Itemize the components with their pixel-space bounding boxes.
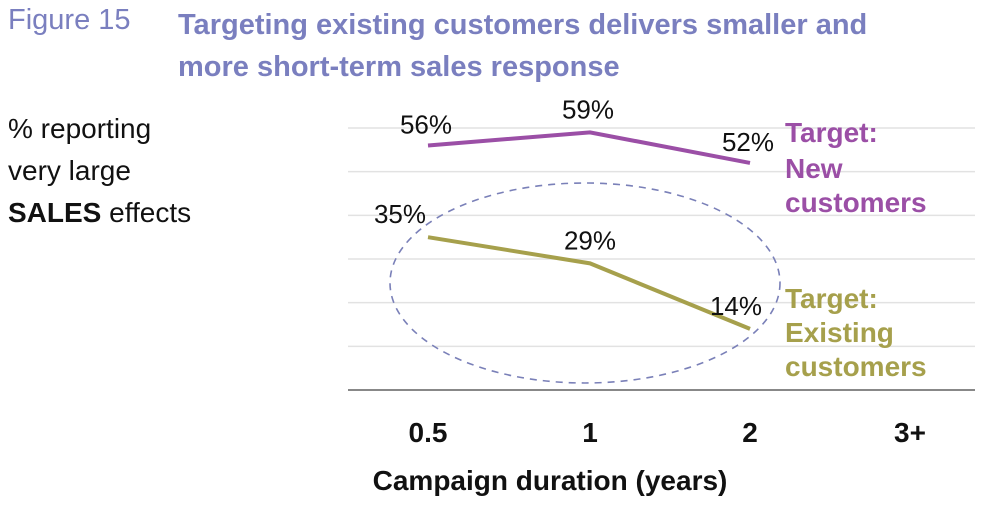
x-tick-label: 2 xyxy=(742,417,758,448)
title-line-1: Targeting existing customers delivers sm… xyxy=(178,9,868,41)
y-axis-label: % reporting very large SALES effects xyxy=(8,108,191,234)
ylabel-line-2: very large xyxy=(8,155,131,186)
legend-label: customers xyxy=(785,187,927,218)
legend-label: New xyxy=(785,153,843,184)
data-label: 35% xyxy=(374,199,426,229)
chart-title: Targeting existing customers delivers sm… xyxy=(178,4,978,88)
legend-label: Target: xyxy=(785,283,878,314)
figure-label: Figure 15 xyxy=(8,4,131,36)
series-line xyxy=(427,130,751,165)
x-axis-title: Campaign duration (years) xyxy=(373,465,728,496)
ylabel-line-3: SALES effects xyxy=(8,192,191,234)
x-tick-label: 0.5 xyxy=(409,417,448,448)
legend-label: customers xyxy=(785,351,927,382)
legend-label: Existing xyxy=(785,317,894,348)
title-line-2: more short-term sales response xyxy=(178,51,620,83)
ylabel-line-1: % reporting xyxy=(8,113,152,144)
data-label: 29% xyxy=(564,225,616,255)
ylabel-bold: SALES xyxy=(8,197,102,228)
data-label: 59% xyxy=(562,94,614,124)
highlight-ellipse xyxy=(389,182,781,384)
ylabel-rest: effects xyxy=(101,197,192,228)
legend-label: Target: xyxy=(785,117,878,148)
data-label: 52% xyxy=(722,127,774,157)
data-label: 14% xyxy=(710,291,762,321)
x-tick-label: 1 xyxy=(582,417,598,448)
x-tick-label: 3+ xyxy=(894,417,926,448)
data-label: 56% xyxy=(400,109,452,139)
